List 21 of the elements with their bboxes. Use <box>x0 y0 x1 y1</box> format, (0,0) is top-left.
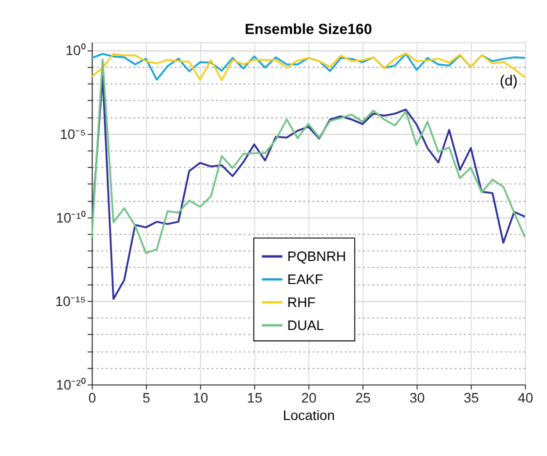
y-tick-label: 10⁻⁵ <box>60 126 86 142</box>
legend-label: EAKF <box>287 272 324 287</box>
legend-label: PQBNRH <box>287 249 346 264</box>
x-tick-label: 10 <box>192 390 209 406</box>
x-tick-label: 40 <box>518 390 534 406</box>
y-tick-label: 10⁻¹⁵ <box>55 294 86 309</box>
y-tick-label: 10⁻²⁰ <box>56 378 86 393</box>
x-axis-title: Location <box>282 408 335 423</box>
x-tick-label: 25 <box>355 390 371 406</box>
legend-label: DUAL <box>287 318 324 333</box>
annotation: (d) <box>500 73 518 90</box>
x-tick-label: 20 <box>301 390 317 406</box>
x-tick-label: 5 <box>142 390 151 406</box>
x-tick-label: 35 <box>464 390 480 406</box>
chart-title: Ensemble Size160 <box>244 22 372 38</box>
x-tick-label: 30 <box>409 390 426 406</box>
legend-label: RHF <box>287 294 316 310</box>
x-tick-label: 0 <box>88 390 96 406</box>
y-tick-label: 10⁻¹⁰ <box>56 210 86 226</box>
x-tick-label: 15 <box>247 390 263 406</box>
y-tick-label: 10⁰ <box>66 43 86 58</box>
